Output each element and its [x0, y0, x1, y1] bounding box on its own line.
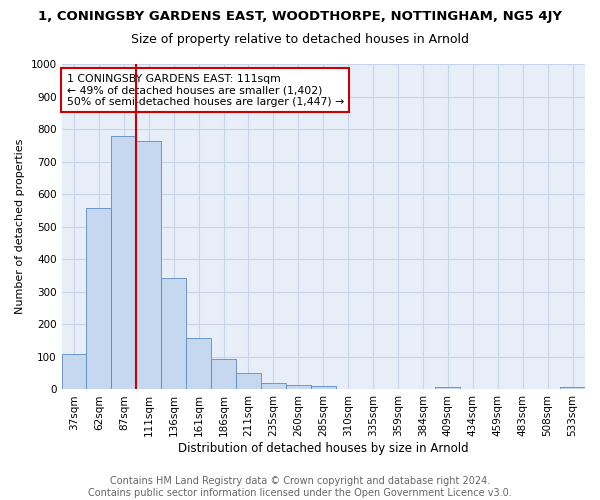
Bar — [311, 386, 336, 390]
Bar — [62, 354, 86, 390]
Bar — [236, 373, 261, 390]
Text: Size of property relative to detached houses in Arnold: Size of property relative to detached ho… — [131, 32, 469, 46]
Bar — [211, 358, 236, 390]
Text: Contains HM Land Registry data © Crown copyright and database right 2024.
Contai: Contains HM Land Registry data © Crown c… — [88, 476, 512, 498]
Bar — [136, 142, 161, 390]
X-axis label: Distribution of detached houses by size in Arnold: Distribution of detached houses by size … — [178, 442, 469, 455]
Bar — [560, 387, 585, 390]
Bar — [161, 278, 186, 390]
Y-axis label: Number of detached properties: Number of detached properties — [15, 139, 25, 314]
Text: 1 CONINGSBY GARDENS EAST: 111sqm
← 49% of detached houses are smaller (1,402)
50: 1 CONINGSBY GARDENS EAST: 111sqm ← 49% o… — [67, 74, 344, 107]
Text: 1, CONINGSBY GARDENS EAST, WOODTHORPE, NOTTINGHAM, NG5 4JY: 1, CONINGSBY GARDENS EAST, WOODTHORPE, N… — [38, 10, 562, 23]
Bar — [261, 383, 286, 390]
Bar — [86, 208, 112, 390]
Bar — [112, 136, 136, 390]
Bar — [186, 338, 211, 390]
Bar — [286, 385, 311, 390]
Bar — [436, 387, 460, 390]
